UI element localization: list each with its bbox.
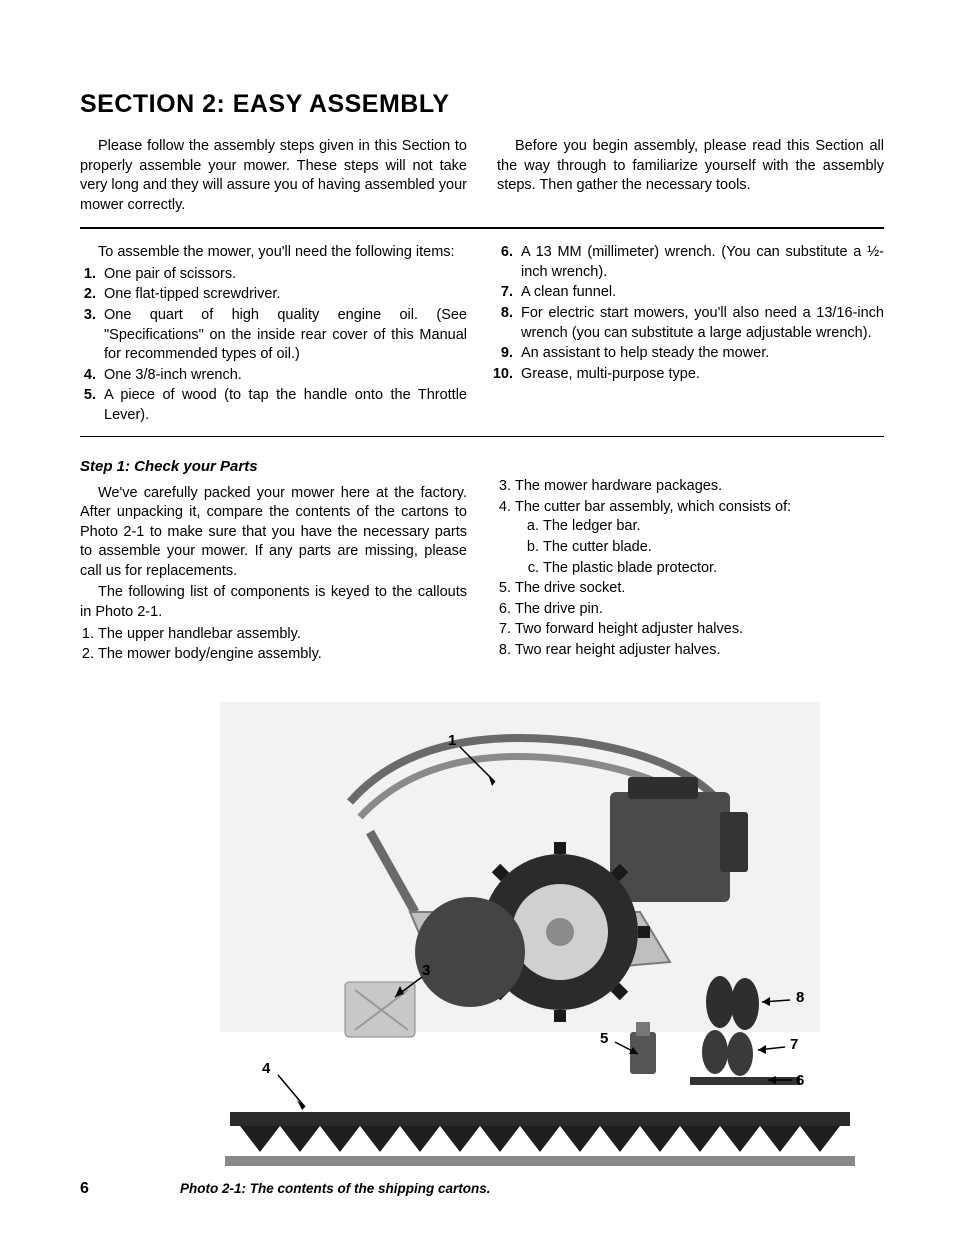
component-item: The mower body/engine assembly. — [98, 645, 467, 665]
component-item: Two rear height adjuster halves. — [515, 641, 884, 661]
tool-item: A piece of wood (to tap the handle onto … — [100, 386, 467, 425]
tools-right-col: A 13 MM (millimeter) wrench. (You can su… — [497, 243, 884, 426]
step1-sublist: The ledger bar. The cutter blade. The pl… — [515, 517, 884, 578]
step1-p1: We've carefully packed your mower here a… — [80, 484, 467, 582]
sub-item: The cutter blade. — [543, 538, 884, 558]
page-number: 6 — [80, 1180, 180, 1198]
rule-2 — [80, 436, 884, 437]
figure-photo-2-1: 1 3 4 5 6 7 8 — [160, 682, 900, 1172]
callout-7: 7 — [790, 1036, 798, 1053]
tool-item: One flat-tipped screwdriver. — [100, 285, 467, 305]
step1-list-right-a: The mower hardware packages. The cutter … — [497, 477, 884, 578]
tool-item: Grease, multi-purpose type. — [517, 365, 884, 385]
intro-left: Please follow the assembly steps given i… — [80, 137, 467, 215]
tool-item: One quart of high quality engine oil. (S… — [100, 306, 467, 365]
tools-left-col: To assemble the mower, you'll need the f… — [80, 243, 467, 426]
callout-5: 5 — [600, 1030, 608, 1047]
callout-6: 6 — [796, 1072, 804, 1089]
mower-illustration — [160, 682, 900, 1172]
tools-intro: To assemble the mower, you'll need the f… — [80, 243, 467, 263]
section-title: SECTION 2: EASY ASSEMBLY — [80, 90, 884, 119]
callout-3: 3 — [422, 962, 430, 979]
rule-1 — [80, 227, 884, 229]
step1-right-col: The mower hardware packages. The cutter … — [497, 451, 884, 665]
figure-caption: Photo 2-1: The contents of the shipping … — [180, 1181, 491, 1196]
tools-list-right: A 13 MM (millimeter) wrench. (You can su… — [497, 243, 884, 384]
caption-row: 6 Photo 2-1: The contents of the shippin… — [80, 1180, 884, 1198]
callout-1: 1 — [448, 732, 456, 749]
tools-columns: To assemble the mower, you'll need the f… — [80, 243, 884, 426]
tool-item: One 3/8-inch wrench. — [100, 366, 467, 386]
step1-columns: Step 1: Check your Parts We've carefully… — [80, 451, 884, 665]
component-item: The drive pin. — [515, 600, 884, 620]
tools-list-left: One pair of scissors. One flat-tipped sc… — [80, 265, 467, 426]
step1-list-left: The upper handlebar assembly. The mower … — [80, 625, 467, 665]
callout-4: 4 — [262, 1060, 270, 1077]
component-item: The upper handlebar assembly. — [98, 625, 467, 645]
component-item-text: The cutter bar assembly, which consists … — [515, 499, 791, 515]
callout-8: 8 — [796, 989, 804, 1006]
tool-item: A clean funnel. — [517, 283, 884, 303]
manual-page: SECTION 2: EASY ASSEMBLY Please follow t… — [0, 0, 954, 1246]
component-item: The drive socket. — [515, 579, 884, 599]
tool-item: For electric start mowers, you'll also n… — [517, 304, 884, 343]
step1-list-right-b: The drive socket. The drive pin. Two for… — [497, 579, 884, 660]
intro-columns: Please follow the assembly steps given i… — [80, 137, 884, 215]
step1-p2: The following list of components is keye… — [80, 583, 467, 622]
component-item: Two forward height adjuster halves. — [515, 620, 884, 640]
tool-item: One pair of scissors. — [100, 265, 467, 285]
tool-item: A 13 MM (millimeter) wrench. (You can su… — [517, 243, 884, 282]
sub-item: The ledger bar. — [543, 517, 884, 537]
step1-heading: Step 1: Check your Parts — [80, 457, 467, 477]
component-item: The mower hardware packages. — [515, 477, 884, 497]
component-item: The cutter bar assembly, which consists … — [515, 498, 884, 578]
intro-right: Before you begin assembly, please read t… — [497, 137, 884, 215]
sub-item: The plastic blade protector. — [543, 559, 884, 579]
tool-item: An assistant to help steady the mower. — [517, 344, 884, 364]
step1-left-col: Step 1: Check your Parts We've carefully… — [80, 451, 467, 665]
